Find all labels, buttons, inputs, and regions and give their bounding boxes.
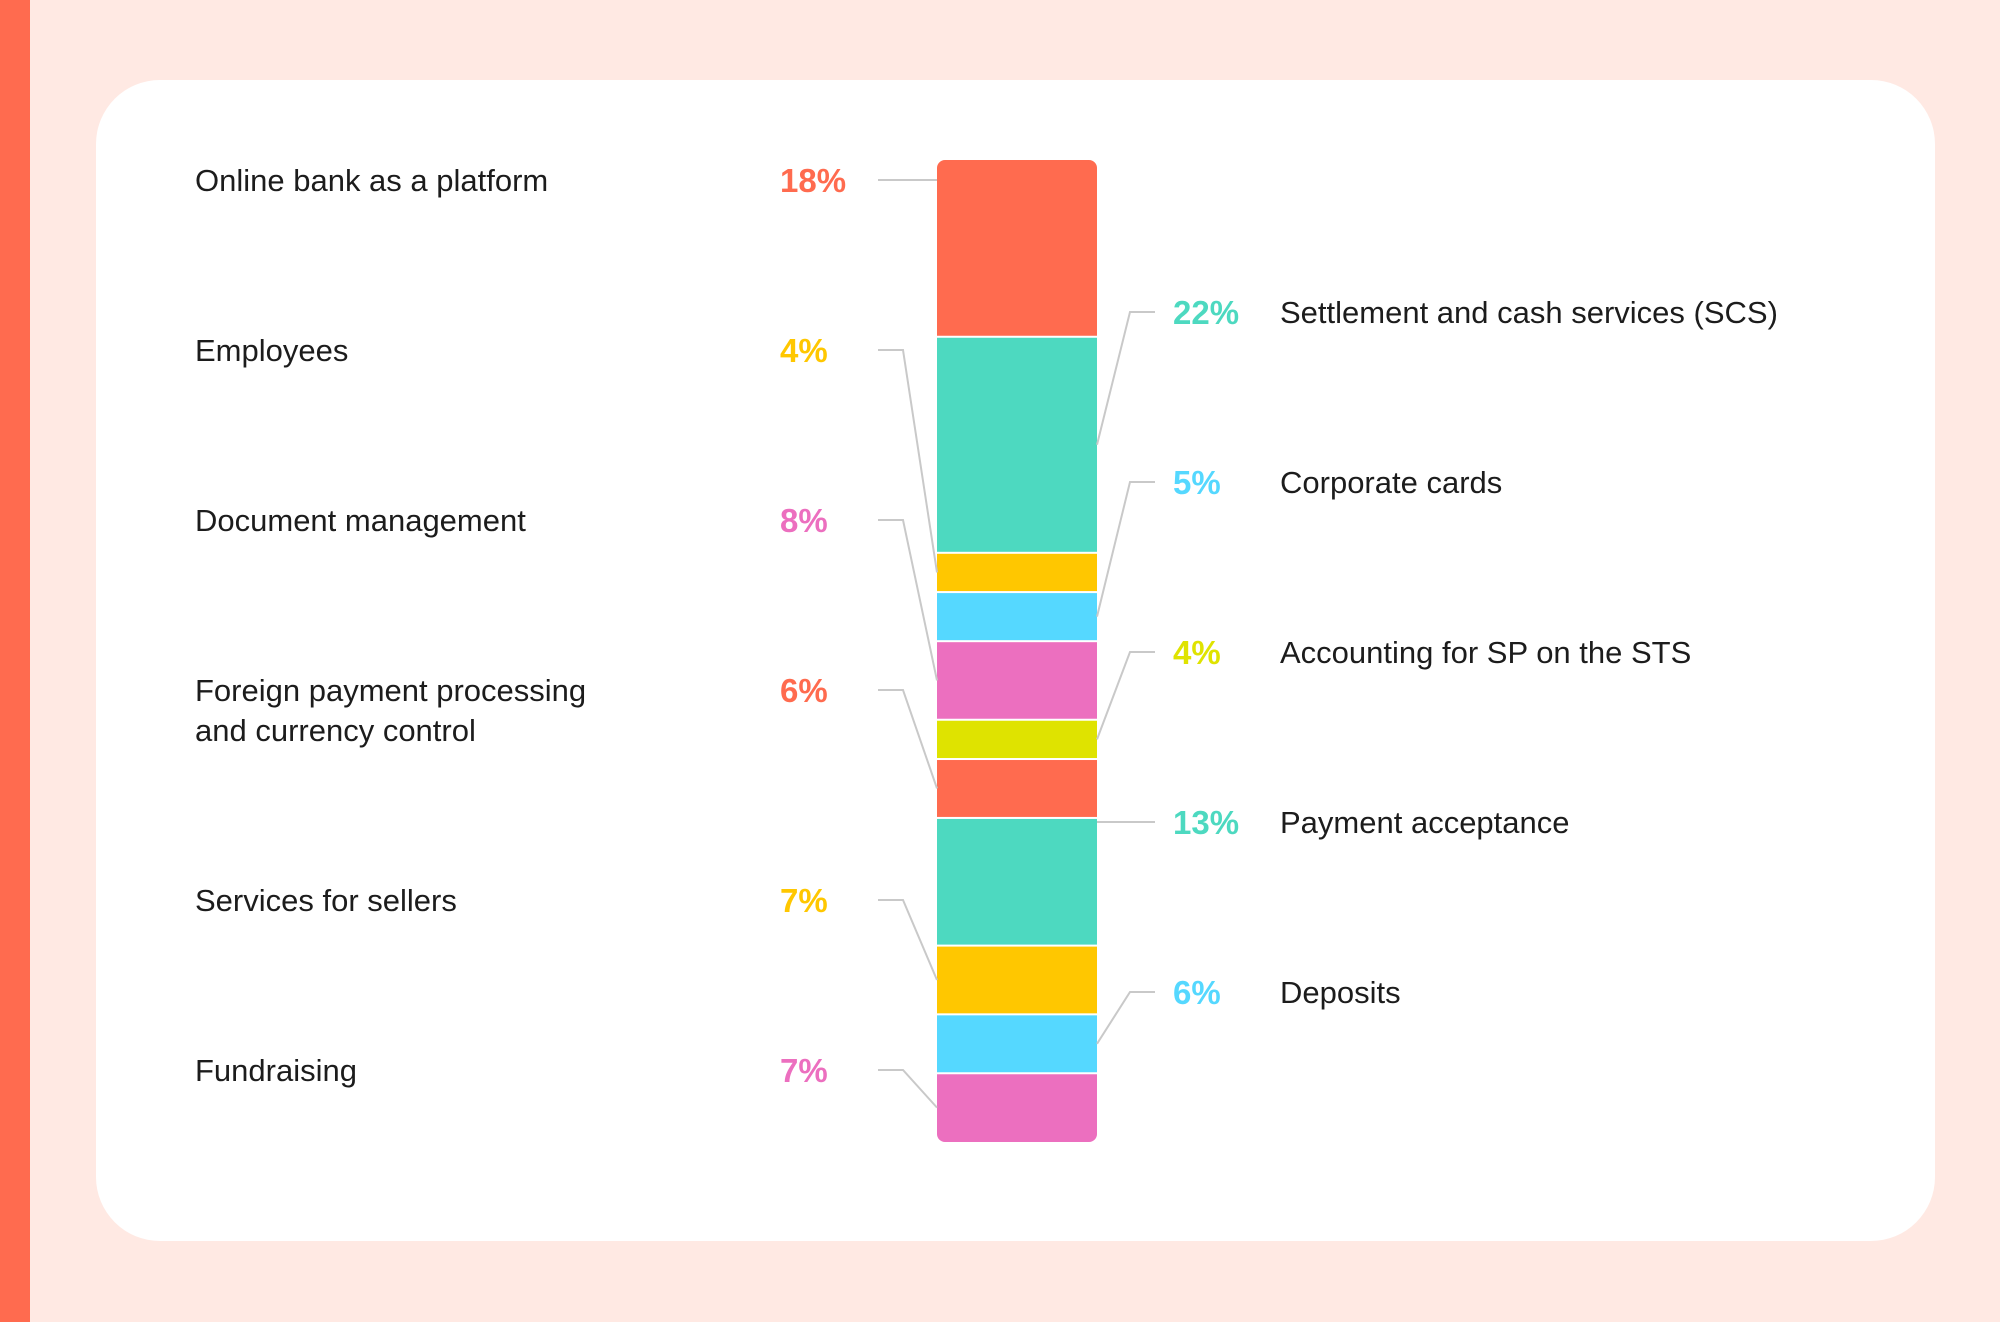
leader-line-employees	[878, 349, 938, 573]
accent-side-bar	[0, 0, 30, 1322]
category-label-settlement-and-cash-services-scs: Settlement and cash services (SCS)	[1280, 295, 1778, 330]
pct-label-online-bank-as-a-platform: 18%	[780, 162, 846, 199]
bar-segments	[937, 160, 1097, 1142]
pct-label-corporate-cards: 5%	[1173, 464, 1221, 501]
segment-divider	[937, 758, 1097, 761]
segment-divider	[937, 816, 1097, 819]
bar-segment-fundraising	[937, 1073, 1097, 1142]
leader-line-document-management	[878, 519, 938, 681]
pct-label-foreign-payment-processing-and-currency-control: 6%	[780, 672, 828, 709]
segment-divider	[937, 944, 1097, 947]
pct-label-services-for-sellers: 7%	[780, 882, 828, 919]
segment-divider	[937, 1013, 1097, 1016]
bar-segment-deposits	[937, 1014, 1097, 1074]
bar-segment-corporate-cards	[937, 592, 1097, 642]
bar-segment-accounting-for-sp-on-the-sts	[937, 719, 1097, 760]
category-label-foreign-payment-processing-and-currency-control: Foreign payment processing and currency c…	[195, 673, 586, 748]
pct-label-document-management: 8%	[780, 502, 828, 539]
category-label-payment-acceptance: Payment acceptance	[1280, 805, 1570, 840]
pct-label-fundraising: 7%	[780, 1052, 828, 1089]
pct-label-payment-acceptance: 13%	[1173, 804, 1239, 841]
pct-label-settlement-and-cash-services-scs: 22%	[1173, 294, 1239, 331]
category-label-employees: Employees	[195, 333, 348, 368]
segment-divider	[937, 640, 1097, 643]
pct-label-employees: 4%	[780, 332, 828, 369]
category-label-services-for-sellers: Services for sellers	[195, 883, 457, 918]
segment-labels: 18% Online bank as a platform 22% Settlemen…	[195, 162, 1778, 1089]
category-label-accounting-for-sp-on-the-sts: Accounting for SP on the STS	[1280, 635, 1691, 670]
bar-segment-services-for-sellers	[937, 945, 1097, 1015]
segment-divider	[937, 335, 1097, 338]
segment-divider	[937, 1072, 1097, 1075]
category-label-document-management: Document management	[195, 503, 526, 538]
leader-line-settlement-and-cash-services-scs	[1096, 311, 1155, 446]
segment-divider	[937, 591, 1097, 594]
leader-line-accounting-for-sp-on-the-sts	[1096, 651, 1155, 740]
category-label-fundraising: Fundraising	[195, 1053, 357, 1088]
pct-label-deposits: 6%	[1173, 974, 1221, 1011]
category-label-deposits: Deposits	[1280, 975, 1401, 1010]
bar-segment-employees	[937, 552, 1097, 593]
bar-segment-online-bank-as-a-platform	[937, 160, 1097, 337]
pct-label-accounting-for-sp-on-the-sts: 4%	[1173, 634, 1221, 671]
leader-lines	[878, 179, 1155, 1109]
leader-line-services-for-sellers	[878, 899, 938, 981]
leader-line-foreign-payment-processing-and-currency-control	[878, 689, 938, 789]
category-label-online-bank-as-a-platform: Online bank as a platform	[195, 163, 548, 198]
category-label-corporate-cards: Corporate cards	[1280, 465, 1502, 500]
bar-segment-payment-acceptance	[937, 817, 1097, 946]
bar-segment-document-management	[937, 641, 1097, 720]
leader-line-corporate-cards	[1096, 481, 1155, 617]
segment-divider	[937, 551, 1097, 554]
bar-segment-foreign-payment-processing-and-currency-control	[937, 759, 1097, 818]
leader-line-deposits	[1096, 991, 1155, 1045]
leader-line-fundraising	[878, 1069, 938, 1109]
segment-divider	[937, 718, 1097, 721]
bar-segment-settlement-and-cash-services-scs	[937, 336, 1097, 553]
